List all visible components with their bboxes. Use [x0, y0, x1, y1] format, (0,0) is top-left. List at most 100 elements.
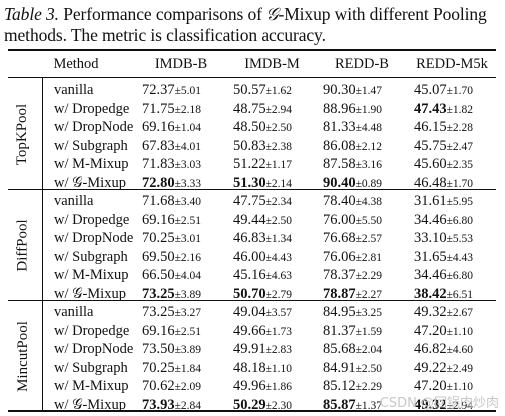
value-cell: 73.50±3.89: [142, 340, 201, 360]
method-cell: w/ 𝒢-Mixup: [54, 396, 126, 413]
value-cell: 51.22±1.17: [233, 155, 292, 175]
value-cell: 85.68±2.04: [323, 340, 382, 360]
table-row: w/ M-Mixup 71.83±3.03 51.22±1.17 87.58±3.16…: [0, 155, 505, 174]
std-value: ±4.38: [355, 196, 383, 208]
std-value: ±4.43: [446, 251, 474, 264]
mean-value: 69.50: [142, 248, 175, 265]
value-cell: 48.75±2.94: [233, 100, 292, 120]
mean-value: 70.62: [142, 378, 175, 394]
mean-value: 85.68: [323, 341, 356, 357]
mean-value: 49.22: [414, 359, 447, 376]
value-cell: 47.20±1.10: [414, 377, 473, 397]
value-cell: 46.00±4.43: [233, 248, 292, 268]
table-row: w/ M-Mixup 70.62±2.09 49.96±1.86 85.12±2.29…: [0, 377, 505, 396]
value-cell: 38.42±6.51: [414, 285, 473, 305]
std-value: ±2.14: [265, 177, 293, 190]
mean-value: 72.80: [142, 174, 175, 191]
table-row: w/ 𝒢-Mixup 72.80±3.33 51.30±2.14 90.40±0.89…: [0, 174, 505, 193]
value-cell: 70.25±3.01: [142, 229, 201, 249]
table-row: w/ M-Mixup 66.50±4.04 45.16±4.63 78.37±2.29…: [0, 266, 505, 285]
value-cell: 45.75±2.47: [414, 137, 473, 157]
mean-value: 50.57: [233, 82, 266, 98]
mean-value: 85.87: [323, 396, 356, 413]
std-value: ±1.37: [355, 399, 383, 412]
mean-value: 34.46: [414, 267, 447, 283]
mean-value: 87.58: [323, 156, 356, 172]
value-cell: 51.30±2.14: [233, 174, 292, 194]
value-cell: 70.25±1.84: [142, 359, 201, 379]
mean-value: 69.16: [142, 211, 175, 228]
value-cell: 70.62±2.09: [142, 377, 201, 397]
value-cell: 49.32±2.94: [414, 396, 473, 416]
std-value: ±3.27: [174, 307, 202, 319]
table-row: w/ DropNode 73.50±3.89 49.91±2.83 85.68±2.0…: [0, 340, 505, 359]
value-cell: 78.40±4.38: [323, 192, 382, 212]
method-cell: w/ DropNode: [54, 119, 134, 135]
mean-value: 71.68: [142, 193, 175, 209]
mean-value: 50.29: [233, 396, 266, 413]
mean-value: 73.25: [142, 285, 175, 302]
mean-value: 85.12: [323, 378, 356, 394]
mean-value: 88.96: [323, 100, 356, 117]
mean-value: 49.44: [233, 211, 266, 228]
value-cell: 87.58±3.16: [323, 155, 382, 175]
std-value: ±2.67: [446, 307, 474, 319]
top-rule: [8, 49, 496, 51]
mean-value: 67.83: [142, 137, 175, 154]
mean-value: 46.00: [233, 248, 266, 265]
std-value: ±3.33: [174, 177, 202, 190]
std-value: ±4.48: [355, 122, 383, 134]
mean-value: 86.08: [323, 137, 356, 154]
value-cell: 78.37±2.29: [323, 266, 382, 286]
caption-text-before: Performance comparisons of: [58, 4, 267, 24]
header-rule: [8, 77, 496, 78]
mean-value: 90.40: [323, 174, 356, 191]
mean-value: 51.30: [233, 174, 266, 191]
value-cell: 49.44±2.50: [233, 211, 292, 231]
method-cell: w/ Dropedge: [54, 100, 130, 117]
table-row: w/ Subgraph 69.50±2.16 46.00±4.43 76.06±2.8…: [0, 248, 505, 267]
mean-value: 72.37: [142, 82, 175, 98]
value-cell: 69.50±2.16: [142, 248, 201, 268]
value-cell: 46.15±2.28: [414, 118, 473, 138]
value-cell: 76.00±5.50: [323, 211, 382, 231]
table-row: w/ Dropedge 71.75±2.18 48.75±2.94 88.96±1.9…: [0, 100, 505, 119]
method-cell: w/ M-Mixup: [54, 267, 129, 283]
column-divider: [42, 188, 43, 299]
std-value: ±2.51: [174, 214, 202, 227]
value-cell: 84.95±3.25: [323, 303, 382, 323]
std-value: ±1.90: [355, 103, 383, 116]
std-value: ±3.57: [265, 307, 293, 319]
value-cell: 73.25±3.89: [142, 285, 201, 305]
std-value: ±1.17: [265, 159, 293, 171]
std-value: ±2.83: [265, 344, 293, 356]
value-cell: 50.29±2.30: [233, 396, 292, 416]
std-value: ±2.27: [355, 288, 383, 301]
std-value: ±1.10: [265, 362, 293, 375]
std-value: ±2.38: [265, 140, 293, 153]
value-cell: 47.43±1.82: [414, 100, 473, 120]
table-row: w/ Dropedge 69.16±2.51 49.66±1.73 81.37±1.5…: [0, 322, 505, 341]
value-cell: 71.83±3.03: [142, 155, 201, 175]
mean-value: 81.33: [323, 119, 356, 135]
mean-value: 73.93: [142, 396, 175, 413]
mean-value: 49.91: [233, 341, 266, 357]
value-cell: 84.91±2.50: [323, 359, 382, 379]
std-value: ±1.73: [265, 325, 293, 338]
value-cell: 66.50±4.04: [142, 266, 201, 286]
std-value: ±1.70: [446, 85, 474, 97]
value-cell: 47.75±2.34: [233, 192, 292, 212]
value-cell: 69.16±1.04: [142, 118, 201, 138]
value-cell: 81.37±1.59: [323, 322, 382, 342]
value-cell: 49.96±1.86: [233, 377, 292, 397]
mean-value: 71.83: [142, 156, 175, 172]
value-cell: 85.87±1.37: [323, 396, 382, 416]
method-cell: w/ Subgraph: [54, 248, 128, 265]
mean-value: 48.50: [233, 119, 266, 135]
std-value: ±1.04: [174, 122, 202, 134]
value-cell: 49.22±2.49: [414, 359, 473, 379]
std-value: ±2.50: [265, 122, 293, 134]
mean-value: 31.61: [414, 193, 447, 209]
method-cell: w/ M-Mixup: [54, 156, 129, 172]
std-value: ±3.89: [174, 344, 202, 356]
